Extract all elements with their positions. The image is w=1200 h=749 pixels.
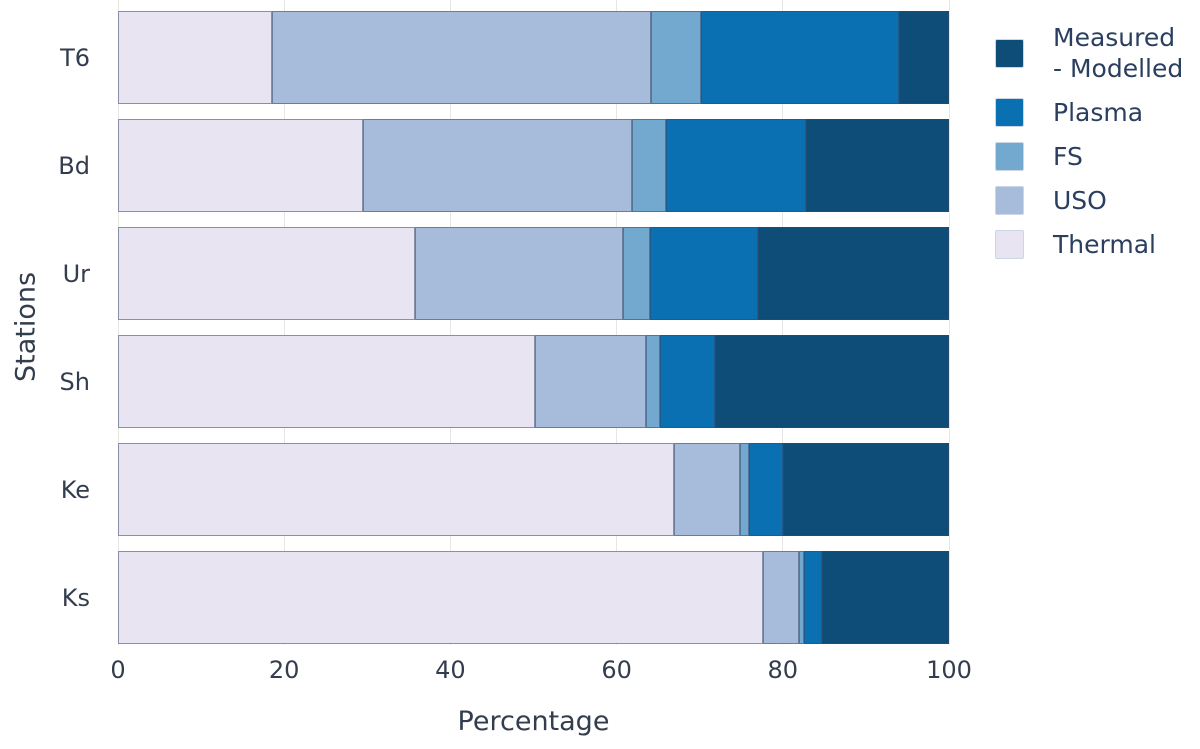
y-tick-sh: Sh <box>59 367 90 396</box>
bar-segment-sh-fs <box>645 335 660 428</box>
bar-segment-ks-fs <box>798 551 805 644</box>
legend-label-measured-modelled: Measured - Modelled <box>1053 23 1184 83</box>
bar-segment-ke-uso <box>673 443 741 536</box>
bar-segment-ks-thermal <box>118 551 763 644</box>
gridline-x-40 <box>449 0 451 645</box>
bar-segment-bd-plasma <box>666 119 807 212</box>
bar-segment-sh-uso <box>535 335 646 428</box>
x-tick-100: 100 <box>926 656 972 684</box>
bar-segment-t6-uso <box>271 11 651 104</box>
bar-row-ur <box>118 227 949 320</box>
y-tick-bd: Bd <box>58 151 90 180</box>
y-tick-labels: T6 Bd Ur Sh Ke Ks <box>0 11 104 644</box>
bar-row-ke <box>118 443 949 536</box>
bar-segment-ur-measured-modelled <box>757 227 949 320</box>
bar-segment-sh-measured-modelled <box>714 335 949 428</box>
bar-segment-ks-uso <box>762 551 799 644</box>
legend-swatch-uso <box>995 186 1024 215</box>
y-tick-ke: Ke <box>60 475 90 504</box>
legend-label-fs: FS <box>1053 142 1083 171</box>
bar-segment-ke-measured-modelled <box>782 443 949 536</box>
bar-segment-ur-plasma <box>649 227 758 320</box>
bar-segment-bd-fs <box>632 119 667 212</box>
bar-segment-ke-thermal <box>118 443 674 536</box>
legend-label-uso: USO <box>1053 186 1107 215</box>
bar-row-ks <box>118 551 949 644</box>
bar-segment-ke-fs <box>740 443 749 536</box>
x-tick-20: 20 <box>268 656 300 684</box>
bar-segment-ks-measured-modelled <box>821 551 949 644</box>
legend: Measured - Modelled Plasma FS USO Thermal <box>995 22 1183 260</box>
x-tick-0: 0 <box>110 656 126 684</box>
legend-label-thermal: Thermal <box>1053 230 1156 259</box>
bar-segment-ur-thermal <box>118 227 416 320</box>
bar-segment-ur-fs <box>623 227 650 320</box>
legend-swatch-fs <box>995 142 1024 171</box>
gridline-x-20 <box>283 0 285 645</box>
bar-row-t6 <box>118 11 949 104</box>
legend-swatch-thermal <box>995 230 1024 259</box>
bar-segment-bd-measured-modelled <box>806 119 949 212</box>
gridline-x-80 <box>782 0 784 645</box>
gridline-x-100 <box>948 0 950 645</box>
bar-segment-t6-plasma <box>701 11 900 104</box>
bar-segment-bd-thermal <box>118 119 364 212</box>
bar-row-bd <box>118 119 949 212</box>
x-tick-80: 80 <box>767 656 799 684</box>
legend-swatch-plasma <box>995 98 1024 127</box>
x-tick-60: 60 <box>601 656 632 684</box>
bar-segment-t6-fs <box>650 11 702 104</box>
y-tick-ur: Ur <box>62 259 90 288</box>
x-axis-title: Percentage <box>457 706 610 737</box>
bar-segment-ks-plasma <box>804 551 822 644</box>
x-tick-labels: 0 20 40 60 80 100 <box>110 656 972 686</box>
plot-area <box>117 0 950 645</box>
bar-segment-t6-measured-modelled <box>899 11 949 104</box>
legend-entry-plasma[interactable]: Plasma <box>995 97 1183 128</box>
legend-entry-measured-modelled[interactable]: Measured - Modelled <box>995 22 1183 84</box>
x-tick-40: 40 <box>435 656 466 684</box>
legend-swatch-measured-modelled <box>995 38 1024 68</box>
legend-label-plasma: Plasma <box>1053 98 1144 127</box>
gridline-x-60 <box>616 0 618 645</box>
legend-entry-fs[interactable]: FS <box>995 141 1183 172</box>
gridline-x-0 <box>117 0 119 645</box>
bar-segment-sh-plasma <box>659 335 715 428</box>
bar-segment-sh-thermal <box>118 335 536 428</box>
bar-segment-bd-uso <box>363 119 633 212</box>
bars-container <box>118 11 949 644</box>
bar-row-sh <box>118 335 949 428</box>
legend-entry-uso[interactable]: USO <box>995 185 1183 216</box>
y-tick-ks: Ks <box>61 583 90 612</box>
bar-segment-t6-thermal <box>118 11 272 104</box>
bar-segment-ke-plasma <box>748 443 783 536</box>
legend-entry-thermal[interactable]: Thermal <box>995 229 1183 260</box>
y-tick-t6: T6 <box>60 43 90 72</box>
bar-segment-ur-uso <box>415 227 624 320</box>
